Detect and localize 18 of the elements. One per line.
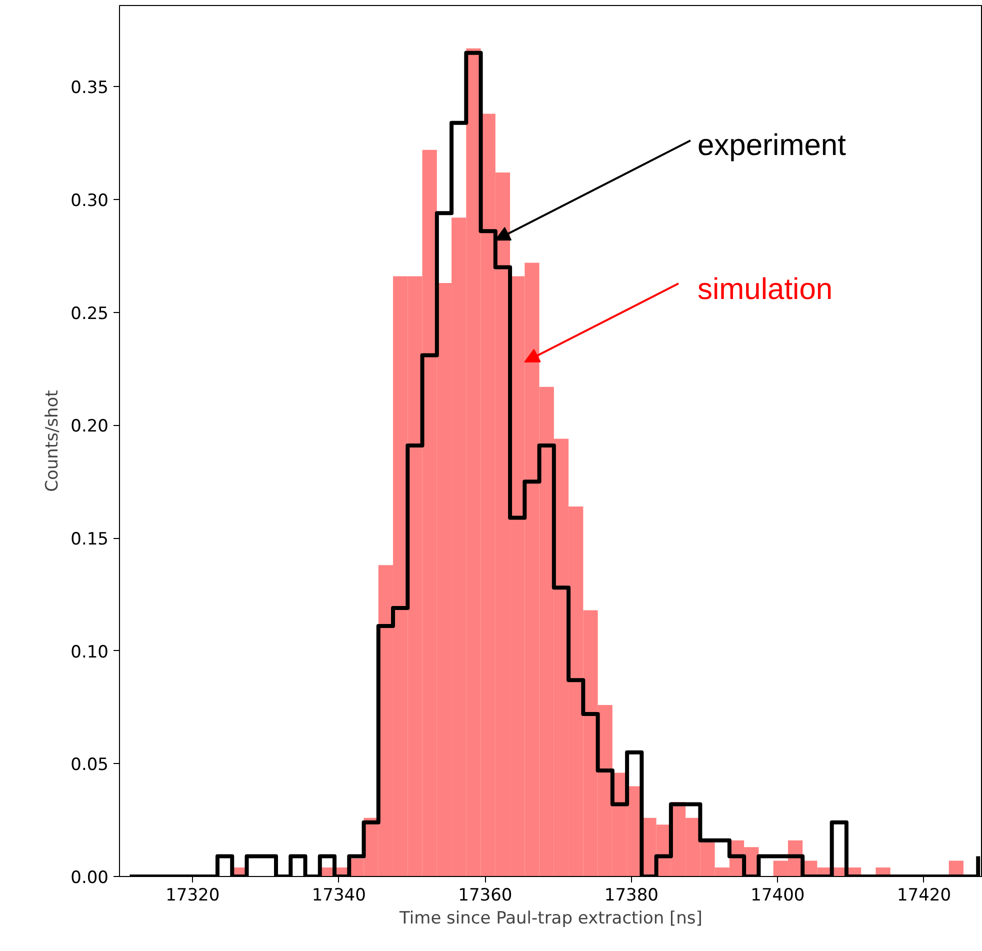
y-tick-label: 0.00 xyxy=(70,868,109,888)
x-axis-title: Time since Paul-trap extraction [ns] xyxy=(398,908,702,928)
y-tick-label: 0.20 xyxy=(70,416,109,437)
x-tick-label: 17360 xyxy=(458,886,512,906)
y-tick-label: 0.15 xyxy=(70,530,109,550)
x-tick-label: 17420 xyxy=(896,886,952,906)
x-tick-label: 17340 xyxy=(312,886,366,906)
y-tick-label: 0.35 xyxy=(70,78,109,98)
annotation: experiment xyxy=(698,129,847,162)
x-tick-label: 17320 xyxy=(166,886,220,906)
y-tick-label: 0.10 xyxy=(70,642,109,662)
y-tick-label: 0.25 xyxy=(70,304,109,324)
x-tick-label: 17400 xyxy=(750,886,805,906)
y-tick-label: 0.30 xyxy=(70,191,109,212)
y-tick-label: 0.05 xyxy=(70,755,109,776)
x-tick-label: 17380 xyxy=(604,886,659,906)
annotation: simulation xyxy=(698,273,833,306)
y-axis-title: Counts/shot xyxy=(42,390,63,492)
